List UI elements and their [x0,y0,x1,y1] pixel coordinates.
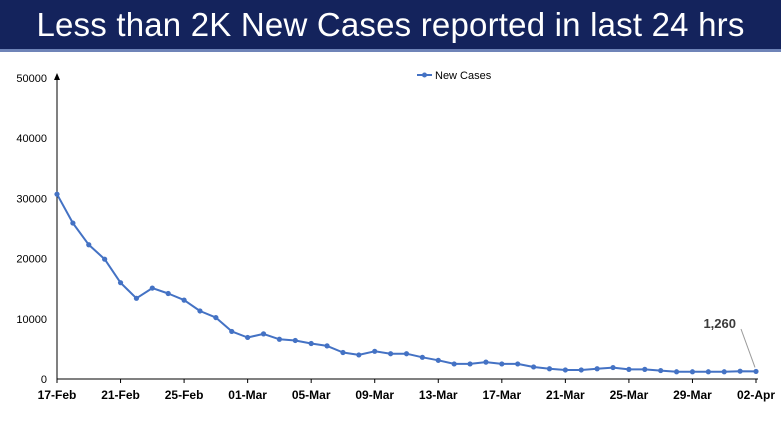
data-point [260,331,267,337]
data-point [388,351,394,357]
series-line-new-cases [56,193,757,373]
data-point [737,368,743,374]
data-point [149,285,155,291]
data-point [483,359,489,365]
data-point [324,343,330,349]
x-axis: 17-Feb 21-Feb 25-Feb 01-Mar 05-Mar 09-Mar 13-M… [38,378,775,402]
data-point [753,368,759,375]
data-point [705,369,711,375]
y-tick-label: 10000 [16,314,47,326]
data-point [689,369,696,375]
y-tick-label: 20000 [16,254,47,266]
data-point [133,295,140,301]
data-point [594,366,600,372]
x-tick-label: 17-Feb [38,388,77,402]
data-point [117,280,124,286]
data-point [626,366,632,372]
y-tick-label: 30000 [16,193,47,205]
data-point [165,290,171,297]
data-point [213,314,219,321]
data-point [515,361,521,367]
data-point [546,366,553,372]
chart-legend: New Cases [417,70,492,82]
annotations: 1,260 [703,316,756,368]
callout-label: 1,260 [703,316,736,331]
y-tick-label: 50000 [16,73,47,85]
callout-leader-line [740,328,756,368]
data-point [245,334,251,341]
data-point [181,297,187,303]
data-point [610,364,616,371]
data-point [562,367,568,373]
x-tick-label: 02-Apr [737,388,775,402]
y-axis-arrow [54,73,60,80]
data-point [86,242,92,248]
data-point [642,366,648,372]
y-tick-label: 40000 [16,133,47,145]
x-tick-label: 29-Mar [673,388,712,402]
title-banner: Less than 2K New Cases reported in last … [0,0,781,52]
x-tick-label: 25-Mar [610,388,649,402]
data-point [530,364,537,370]
data-point [578,367,584,373]
y-axis: 0 10000 20000 30000 40000 50000 [16,73,60,386]
x-tick-label: 17-Mar [482,388,521,402]
legend-swatch-marker [422,72,427,78]
x-tick-label: 21-Mar [546,388,585,402]
data-point [467,361,473,367]
plot-area [54,191,759,375]
data-point [419,354,425,360]
x-tick-label: 09-Mar [355,388,394,402]
data-point [435,357,441,363]
data-point [499,361,505,367]
data-point [54,191,60,197]
data-point [340,349,346,356]
x-tick-label: 13-Mar [419,388,458,402]
x-tick-label: 21-Feb [101,388,140,402]
data-point [308,340,314,347]
data-point [403,351,410,357]
data-point [292,337,298,344]
data-point [673,369,680,375]
line-chart: 0 10000 20000 30000 40000 50000 17-Feb 21-Feb 2… [16,70,775,402]
data-point [658,367,664,374]
x-tick-label: 01-Mar [228,388,267,402]
data-point [102,256,108,262]
data-point [721,369,727,375]
legend-label: New Cases [435,70,492,82]
x-tick-label: 05-Mar [292,388,331,402]
x-tick-label: 25-Feb [165,388,204,402]
data-point [70,220,76,226]
data-point [372,348,378,354]
y-tick-label: 0 [41,374,47,386]
data-point [451,361,457,367]
data-point [356,352,362,358]
data-point [229,328,235,335]
data-point [276,336,283,342]
data-point [197,308,203,314]
page-title: Less than 2K New Cases reported in last … [36,5,745,43]
